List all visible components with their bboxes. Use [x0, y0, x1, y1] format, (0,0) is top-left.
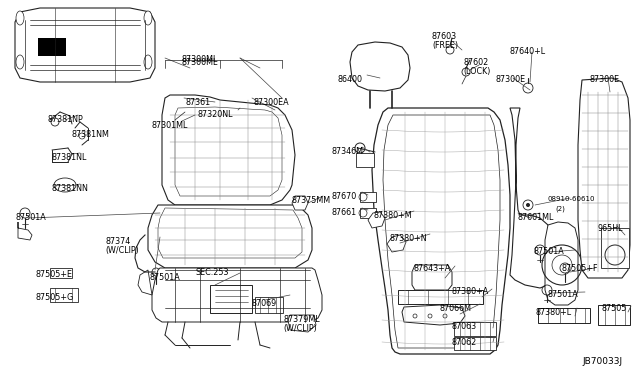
Text: JB70033J: JB70033J [582, 357, 622, 366]
Text: (LOCK): (LOCK) [463, 67, 490, 76]
Text: 87069: 87069 [252, 299, 277, 308]
Polygon shape [148, 205, 312, 268]
Circle shape [526, 203, 530, 207]
Ellipse shape [54, 178, 76, 192]
Text: (FREE): (FREE) [432, 41, 458, 50]
Bar [50, 288, 78, 302]
Text: 87381NL: 87381NL [51, 153, 86, 162]
Text: 87300ML: 87300ML [182, 55, 218, 64]
Polygon shape [162, 95, 295, 205]
Text: 87381NM: 87381NM [72, 130, 110, 139]
Bar [50, 268, 72, 278]
Polygon shape [402, 305, 465, 325]
Polygon shape [368, 212, 385, 228]
Polygon shape [387, 235, 406, 252]
Polygon shape [152, 268, 322, 322]
Text: 87501A: 87501A [533, 247, 564, 256]
Text: 87320NL: 87320NL [197, 110, 232, 119]
Text: 87346M: 87346M [331, 147, 363, 156]
Text: 87501A: 87501A [16, 213, 47, 222]
Bar [538, 308, 590, 323]
Text: 87380+A: 87380+A [452, 287, 489, 296]
Text: 87602: 87602 [463, 58, 488, 67]
Text: 87380+M: 87380+M [373, 211, 412, 220]
Text: 87063: 87063 [452, 322, 477, 331]
Text: 965HL: 965HL [598, 224, 623, 233]
Polygon shape [292, 196, 308, 210]
Bar [38, 38, 66, 56]
Text: 87505+E: 87505+E [36, 270, 73, 279]
Text: 87380+N: 87380+N [390, 234, 428, 243]
Bar [598, 305, 630, 325]
Text: 87300E: 87300E [590, 75, 620, 84]
Bar [398, 290, 483, 304]
Text: 87380+L: 87380+L [536, 308, 572, 317]
Text: 87601ML: 87601ML [517, 213, 554, 222]
Text: (W/CLIP): (W/CLIP) [105, 246, 139, 255]
Polygon shape [545, 222, 578, 305]
Ellipse shape [16, 55, 24, 69]
Bar [360, 208, 376, 218]
Text: 87501A: 87501A [547, 290, 578, 299]
Polygon shape [510, 108, 552, 288]
Ellipse shape [144, 11, 152, 25]
Text: 87505+F: 87505+F [562, 264, 598, 273]
Text: 87670: 87670 [331, 192, 356, 201]
Text: 87062: 87062 [452, 338, 477, 347]
Bar [454, 322, 496, 336]
Bar [601, 228, 629, 268]
Bar [255, 297, 283, 313]
Polygon shape [288, 315, 316, 332]
Text: 87643+A: 87643+A [413, 264, 451, 273]
Text: 87300E: 87300E [495, 75, 525, 84]
Text: 08910-60610: 08910-60610 [547, 196, 595, 202]
Text: 87300EA: 87300EA [253, 98, 289, 107]
Text: 87379ML: 87379ML [283, 315, 319, 324]
Text: 86400: 86400 [337, 75, 362, 84]
Bar [360, 192, 376, 202]
Text: 87505: 87505 [601, 304, 627, 313]
Text: 87300ML: 87300ML [182, 58, 218, 67]
Ellipse shape [144, 55, 152, 69]
Text: 87640+L: 87640+L [509, 47, 545, 56]
Polygon shape [372, 108, 510, 354]
Text: 87603: 87603 [432, 32, 457, 41]
Polygon shape [412, 265, 452, 290]
Text: 87301ML: 87301ML [152, 121, 188, 130]
Polygon shape [18, 222, 32, 240]
Text: 87374: 87374 [105, 237, 131, 246]
Text: 87381NP: 87381NP [48, 115, 84, 124]
Polygon shape [350, 42, 410, 91]
Polygon shape [578, 78, 630, 278]
Text: 87381NN: 87381NN [51, 184, 88, 193]
Text: (W/CLIP): (W/CLIP) [283, 324, 317, 333]
Text: SEC.253: SEC.253 [196, 268, 230, 277]
Text: 87661: 87661 [331, 208, 356, 217]
Bar [356, 153, 374, 167]
Text: (2): (2) [555, 206, 565, 212]
Text: 87066M: 87066M [440, 304, 472, 313]
Polygon shape [15, 8, 155, 82]
Text: 87361: 87361 [185, 98, 210, 107]
Text: 87501A: 87501A [150, 273, 180, 282]
Bar [454, 337, 496, 350]
Text: 87375MM: 87375MM [292, 196, 331, 205]
Polygon shape [138, 270, 152, 295]
Text: 87505+G: 87505+G [36, 293, 74, 302]
Ellipse shape [16, 11, 24, 25]
Bar [210, 285, 252, 313]
